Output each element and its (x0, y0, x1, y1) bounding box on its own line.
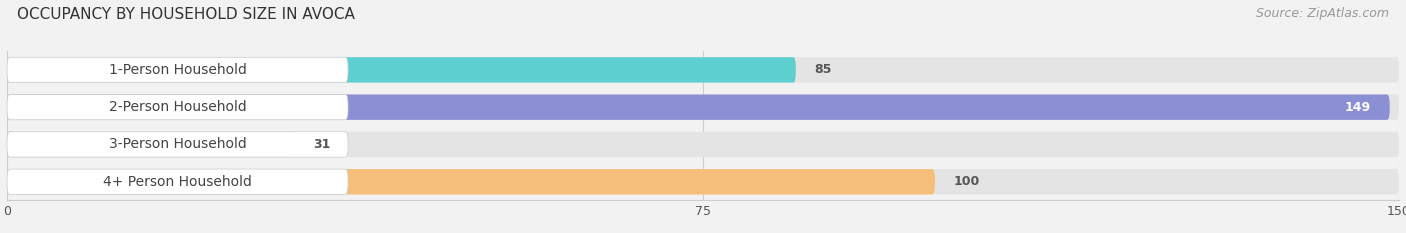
FancyBboxPatch shape (7, 95, 1389, 120)
Text: 4+ Person Household: 4+ Person Household (103, 175, 252, 189)
Text: 3-Person Household: 3-Person Household (108, 137, 246, 151)
FancyBboxPatch shape (7, 95, 349, 120)
FancyBboxPatch shape (7, 57, 1399, 82)
FancyBboxPatch shape (7, 95, 1399, 120)
Text: 100: 100 (953, 175, 980, 188)
FancyBboxPatch shape (7, 132, 295, 157)
FancyBboxPatch shape (7, 132, 1399, 157)
FancyBboxPatch shape (7, 169, 349, 194)
FancyBboxPatch shape (7, 132, 349, 157)
Text: Source: ZipAtlas.com: Source: ZipAtlas.com (1256, 7, 1389, 20)
Text: 85: 85 (814, 63, 832, 76)
Text: 1-Person Household: 1-Person Household (108, 63, 246, 77)
Text: 2-Person Household: 2-Person Household (108, 100, 246, 114)
FancyBboxPatch shape (7, 57, 796, 82)
Text: 31: 31 (314, 138, 330, 151)
Text: 149: 149 (1346, 101, 1371, 114)
FancyBboxPatch shape (7, 169, 935, 194)
FancyBboxPatch shape (7, 169, 1399, 194)
Text: OCCUPANCY BY HOUSEHOLD SIZE IN AVOCA: OCCUPANCY BY HOUSEHOLD SIZE IN AVOCA (17, 7, 354, 22)
FancyBboxPatch shape (7, 57, 349, 82)
